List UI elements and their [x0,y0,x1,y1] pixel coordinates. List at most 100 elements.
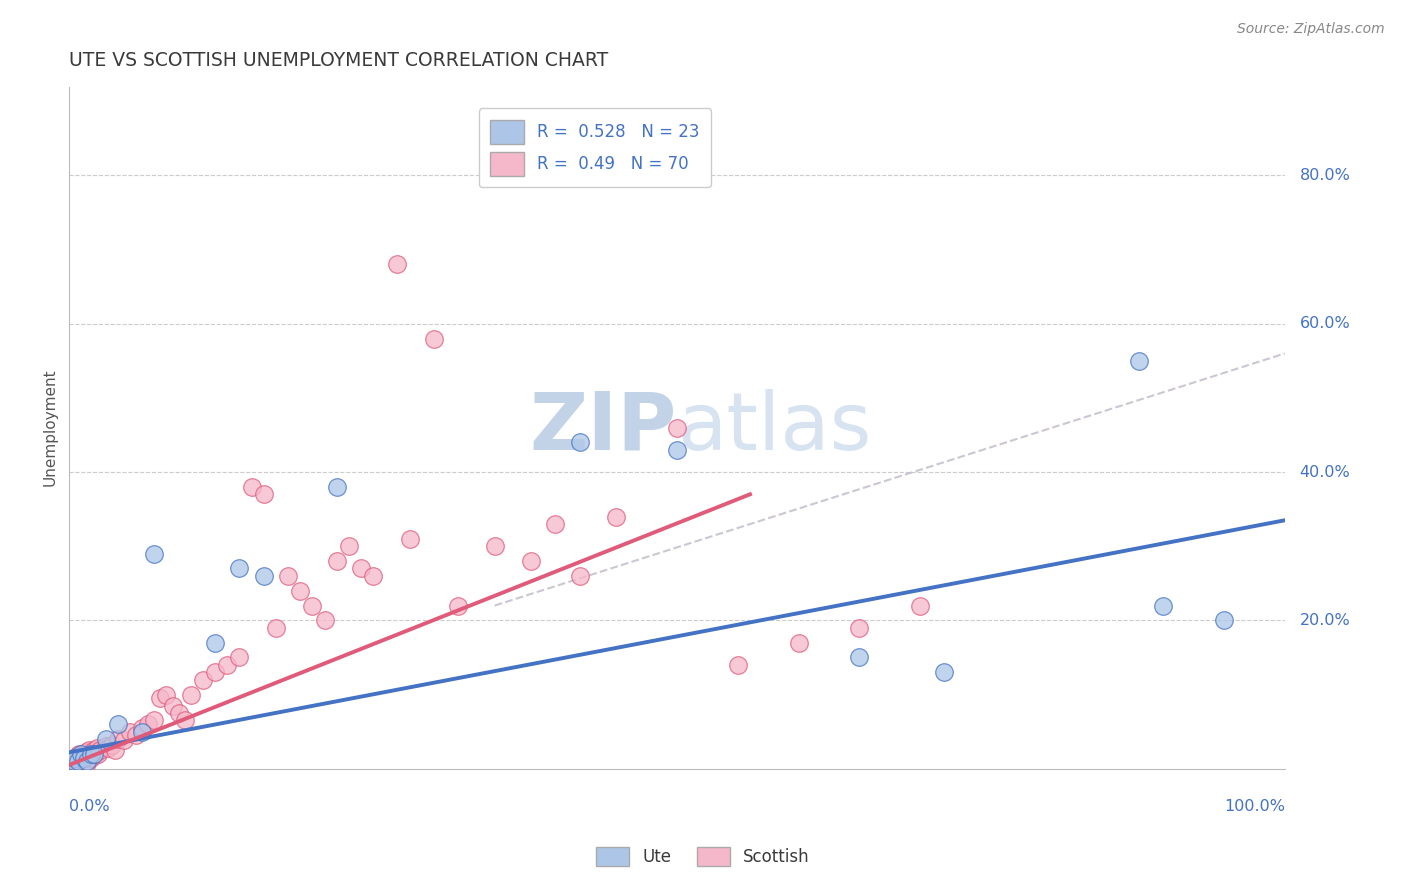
Y-axis label: Unemployment: Unemployment [44,368,58,486]
Point [60,758,83,772]
Point [65,750,87,764]
Point [79,748,101,763]
Point [387,257,409,271]
Point [398,532,420,546]
Point [520,554,543,568]
Point [72,750,94,764]
Point [75,745,97,759]
Point [83,748,105,763]
Point [848,650,870,665]
Point [62,756,84,771]
Point [605,509,627,524]
Point [143,714,166,728]
Point [217,657,239,672]
Point [908,599,931,613]
Point [70,747,93,761]
Text: 100.0%: 100.0% [1223,799,1285,814]
Point [131,724,153,739]
Point [361,569,384,583]
Point [87,747,110,761]
Point [264,621,287,635]
Point [228,561,250,575]
Point [101,738,124,752]
Point [67,747,90,761]
Text: 0.0%: 0.0% [69,799,110,814]
Point [80,747,103,761]
Point [73,750,96,764]
Point [125,728,148,742]
Point [350,561,373,575]
Point [204,635,226,649]
Legend: Ute, Scottish: Ute, Scottish [589,840,817,873]
Point [70,753,93,767]
Point [155,688,177,702]
Point [83,743,105,757]
Text: 20.0%: 20.0% [1299,613,1350,628]
Point [253,569,276,583]
Point [63,754,86,768]
Point [848,621,870,635]
Point [149,691,172,706]
Point [277,569,299,583]
Text: ZIP: ZIP [530,389,678,467]
Point [94,731,117,746]
Point [191,673,214,687]
Point [240,480,263,494]
Point [83,747,105,761]
Point [73,747,96,761]
Point [325,480,347,494]
Point [112,733,135,747]
Point [69,756,91,770]
Point [143,547,166,561]
Point [325,554,347,568]
Legend: R =  0.528   N = 23, R =  0.49   N = 70: R = 0.528 N = 23, R = 0.49 N = 70 [478,109,711,187]
Point [484,539,506,553]
Point [204,665,226,680]
Point [253,487,276,501]
Point [107,717,129,731]
Text: Source: ZipAtlas.com: Source: ZipAtlas.com [1237,22,1385,37]
Point [290,583,312,598]
Point [104,743,127,757]
Point [1128,354,1150,368]
Point [173,714,195,728]
Point [66,754,89,768]
Point [84,745,107,759]
Point [162,698,184,713]
Point [86,740,108,755]
Point [136,717,159,731]
Point [568,569,591,583]
Text: 80.0%: 80.0% [1299,168,1350,183]
Point [568,435,591,450]
Text: 60.0%: 60.0% [1299,317,1350,331]
Point [66,748,89,763]
Point [787,635,810,649]
Point [131,721,153,735]
Text: 40.0%: 40.0% [1299,465,1350,480]
Point [65,750,87,764]
Point [82,745,104,759]
Point [180,688,202,702]
Point [337,539,360,553]
Point [62,754,84,768]
Point [1152,599,1174,613]
Point [77,743,100,757]
Point [228,650,250,665]
Point [76,756,98,770]
Point [73,748,96,763]
Point [76,754,98,768]
Point [97,740,120,755]
Point [301,599,323,613]
Point [65,753,87,767]
Point [423,332,446,346]
Text: UTE VS SCOTTISH UNEMPLOYMENT CORRELATION CHART: UTE VS SCOTTISH UNEMPLOYMENT CORRELATION… [69,51,609,70]
Point [314,613,336,627]
Text: atlas: atlas [678,389,872,467]
Point [94,739,117,754]
Point [89,743,111,757]
Point [107,731,129,746]
Point [1213,613,1236,627]
Point [934,665,956,680]
Point [544,516,567,531]
Point [447,599,470,613]
